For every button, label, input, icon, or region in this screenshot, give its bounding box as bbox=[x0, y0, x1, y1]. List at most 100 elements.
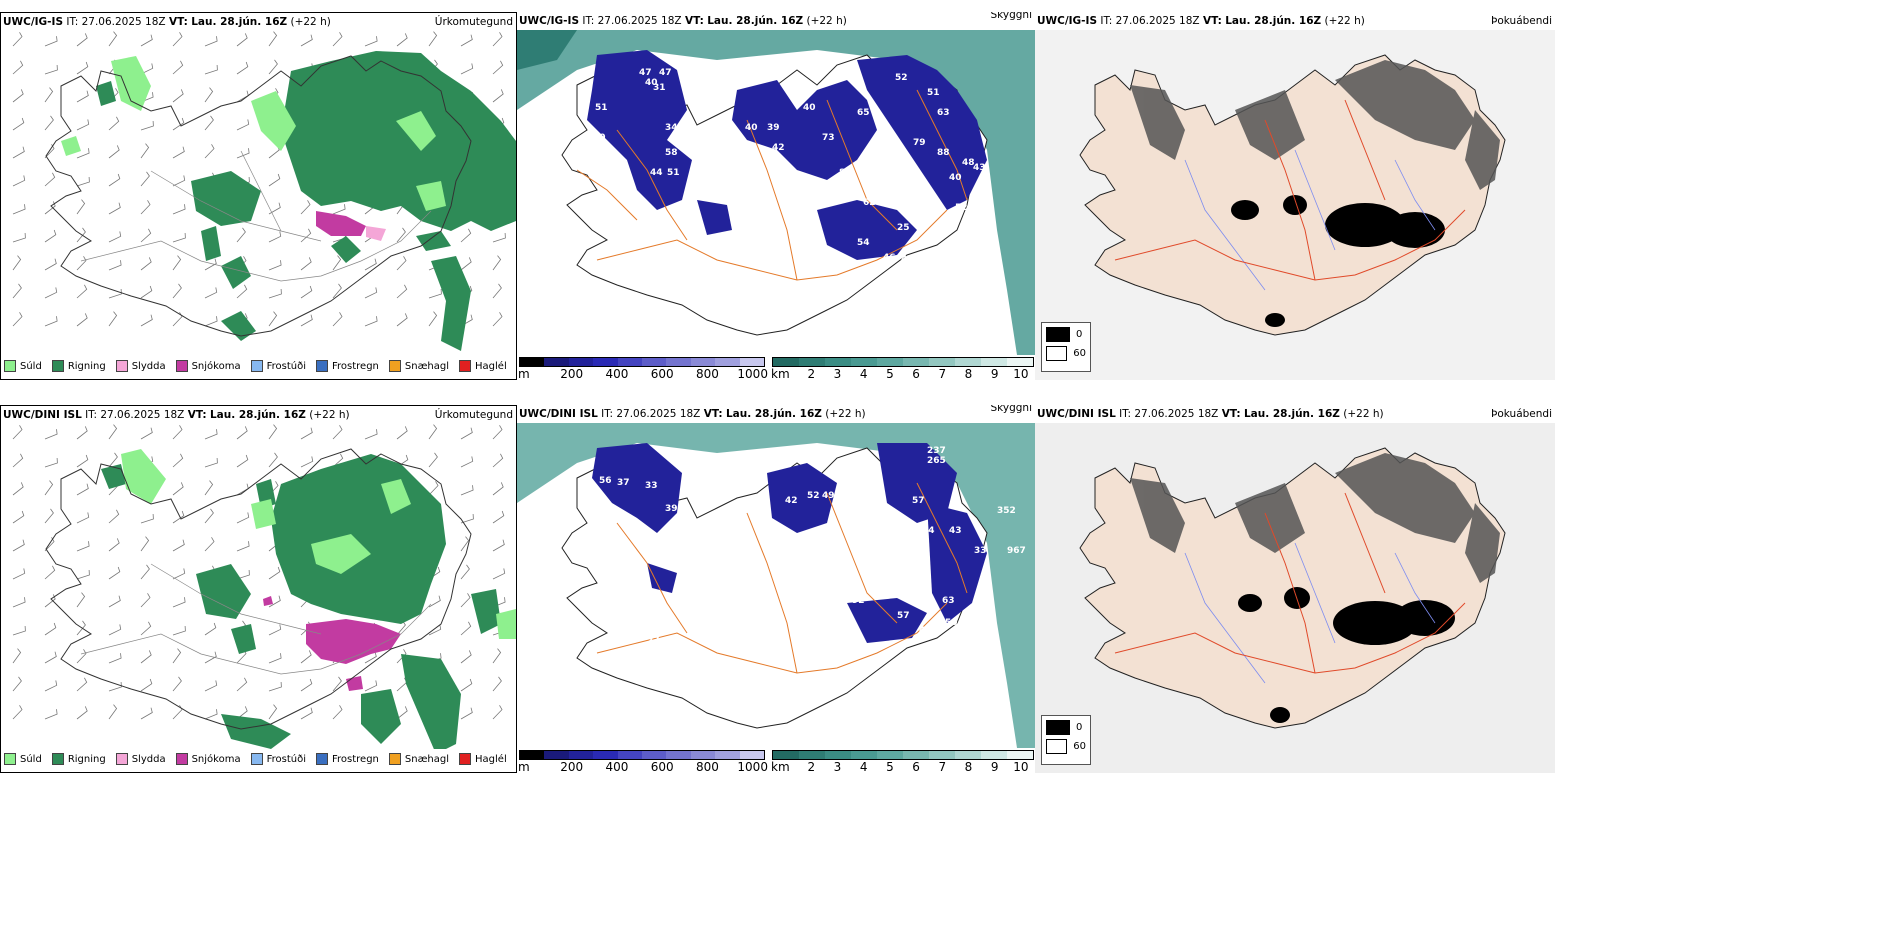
visibility-ticks: 12345678910 bbox=[772, 367, 1034, 381]
ceiling-value-label: 43 bbox=[949, 526, 962, 536]
visibility-scale-1: 12345678910 km bbox=[771, 357, 1034, 381]
scale-color-step bbox=[520, 751, 545, 759]
ceiling-value-label: 41 bbox=[677, 203, 690, 213]
scale-color-step bbox=[825, 358, 851, 366]
ceiling-value-label: 33 bbox=[645, 481, 658, 491]
ceiling-value-label: 92 bbox=[852, 596, 865, 606]
legend-swatch bbox=[250, 360, 263, 372]
legend-swatch bbox=[459, 360, 472, 372]
visibility-color-bar bbox=[772, 357, 1034, 367]
scale-color-step bbox=[825, 751, 851, 759]
drizzle-areas bbox=[121, 449, 516, 639]
ceiling-color-bar bbox=[519, 750, 765, 760]
rivers bbox=[1184, 542, 1436, 684]
fog-panel-1: UWC/IG-IS IT: 27.06.2025 18Z VT: Lau. 28… bbox=[1035, 12, 1555, 380]
rain-areas bbox=[101, 454, 501, 749]
ceiling-value-label: 45 bbox=[887, 691, 900, 701]
roads bbox=[80, 150, 432, 282]
legend-swatch bbox=[51, 360, 64, 372]
scale-tick-label: 400 bbox=[605, 367, 629, 381]
legend-label: Slydda bbox=[131, 360, 166, 372]
ceiling-value-label: 65 bbox=[841, 561, 854, 571]
ceiling-value-label: 63 bbox=[937, 108, 950, 118]
ceiling-value-label: 48 bbox=[901, 255, 914, 265]
scale-tick-label: 600 bbox=[650, 760, 674, 774]
ceiling-value-label: 47 bbox=[639, 68, 652, 78]
panel-type-label: Skyggni bbox=[990, 405, 1033, 414]
ceiling-value-label: 44 bbox=[650, 168, 663, 178]
scale-tick-label: 4 bbox=[859, 367, 868, 381]
panel-title: UWC/IG-IS IT: 27.06.2025 18Z VT: Lau. 28… bbox=[3, 16, 331, 28]
scale-color-step bbox=[544, 358, 569, 366]
scale-tick-label: 800 bbox=[695, 760, 719, 774]
ceiling-value-label: 43 bbox=[973, 163, 986, 173]
legend-label: Frostúði bbox=[266, 753, 306, 765]
ceiling-value-label: 51 bbox=[927, 88, 940, 98]
ceiling-value-label: 57 bbox=[897, 611, 910, 621]
legend-label: Snjókoma bbox=[191, 753, 241, 765]
legend-swatch bbox=[175, 753, 188, 765]
scale-tick-label: 400 bbox=[605, 760, 629, 774]
drizzle-areas bbox=[61, 56, 446, 211]
visibility-scale-2: 12345678910 km bbox=[771, 750, 1034, 774]
ceiling-value-label: 62 bbox=[863, 198, 876, 208]
visibility-panel-1: UWC/IG-IS IT: 27.06.2025 18Z VT: Lau. 28… bbox=[517, 12, 1035, 380]
ceiling-value-label: 37 bbox=[617, 478, 630, 488]
scale-color-step bbox=[617, 358, 643, 366]
visibility-panel-2: UWC/DINI ISL IT: 27.06.2025 18Z VT: Lau.… bbox=[517, 405, 1035, 773]
scale-color-step bbox=[690, 358, 716, 366]
precip-map bbox=[12, 424, 516, 749]
precip-type-panel-1: UWC/IG-IS IT: 27.06.2025 18Z VT: Lau. 28… bbox=[0, 12, 517, 380]
sea-fog bbox=[517, 423, 1035, 748]
scale-tick-label: 5 bbox=[886, 367, 894, 381]
ceiling-value-label: 77 bbox=[835, 178, 848, 188]
legend-item: Snæhagl bbox=[388, 753, 450, 765]
ceiling-value-label: 57 bbox=[912, 496, 925, 506]
scale-tick-label: 6 bbox=[912, 760, 920, 774]
scale-color-step bbox=[666, 358, 691, 366]
ceiling-value-label: 40 bbox=[645, 78, 658, 88]
scale-tick-label: 600 bbox=[650, 367, 674, 381]
ceiling-value-label: 50 bbox=[593, 133, 606, 143]
precip-legend: Súld Rigning Slydda Snjókoma Frostúði Frostre… bbox=[4, 749, 507, 769]
scale-color-step bbox=[739, 751, 765, 759]
scale-color-step bbox=[1007, 358, 1033, 366]
ceiling-value-label: 73 bbox=[822, 133, 835, 143]
legend-item: Snjókoma bbox=[175, 360, 241, 372]
scale-tick-label: 1000 bbox=[737, 760, 768, 774]
scale-color-step bbox=[851, 751, 877, 759]
precip-legend: Súld Rigning Slydda Snjókoma Frostúði Frostre… bbox=[4, 356, 507, 376]
scale-color-step bbox=[690, 751, 716, 759]
scale-color-step bbox=[715, 751, 740, 759]
scale-color-step bbox=[903, 358, 929, 366]
ceiling-value-label: 64 bbox=[827, 561, 840, 571]
scale-color-step bbox=[877, 751, 903, 759]
ceiling-value-label: 48 bbox=[962, 158, 975, 168]
sea-fog bbox=[517, 30, 1035, 355]
legend-label: Rigning bbox=[67, 360, 106, 372]
ceiling-value-label: 52 bbox=[955, 203, 968, 213]
legend-swatch bbox=[250, 753, 263, 765]
rivers bbox=[1184, 149, 1436, 291]
legend-swatch bbox=[388, 753, 401, 765]
roads bbox=[1114, 99, 1466, 281]
scale-tick-label: 8 bbox=[964, 367, 973, 381]
legend-label: Snæhagl bbox=[404, 753, 450, 765]
scale-tick-label: 8 bbox=[964, 760, 973, 774]
scale-tick-label: 7 bbox=[938, 367, 947, 381]
scale-color-step bbox=[568, 358, 594, 366]
ceiling-value-label: 58 bbox=[665, 148, 678, 158]
ceiling-value-label: 49 bbox=[822, 491, 835, 501]
legend-item: Frostúði bbox=[250, 360, 306, 372]
ceiling-value-label: 44 bbox=[922, 526, 935, 536]
ceiling-value-label: 79 bbox=[913, 138, 926, 148]
legend-swatch bbox=[115, 753, 128, 765]
scale-tick-label: 1000 bbox=[737, 367, 768, 381]
scale-color-step bbox=[981, 358, 1007, 366]
ceiling-value-label: 52 bbox=[807, 491, 820, 501]
